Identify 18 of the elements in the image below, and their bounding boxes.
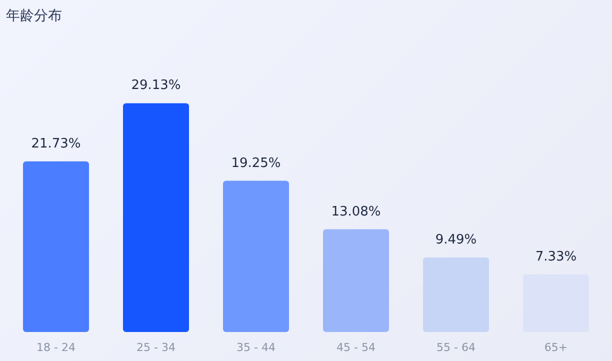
x-tick-label: 55 - 64 bbox=[436, 341, 476, 354]
bar bbox=[123, 103, 189, 332]
x-tick-label: 25 - 34 bbox=[136, 341, 176, 354]
bar bbox=[323, 229, 389, 332]
chart-title: 年龄分布 bbox=[6, 8, 62, 24]
data-label: 29.13% bbox=[131, 78, 181, 94]
bar bbox=[223, 180, 289, 332]
x-tick-label: 65+ bbox=[544, 341, 568, 354]
bar bbox=[23, 161, 89, 332]
bar bbox=[423, 257, 489, 332]
x-tick-label: 45 - 54 bbox=[336, 341, 376, 354]
data-label: 9.49% bbox=[435, 232, 477, 248]
data-label: 13.08% bbox=[331, 204, 381, 220]
data-label: 21.73% bbox=[31, 136, 81, 152]
data-label: 19.25% bbox=[231, 156, 281, 171]
data-label: 7.33% bbox=[535, 249, 577, 264]
x-tick-label: 35 - 44 bbox=[236, 341, 276, 354]
x-tick-label: 18 - 24 bbox=[36, 341, 76, 354]
